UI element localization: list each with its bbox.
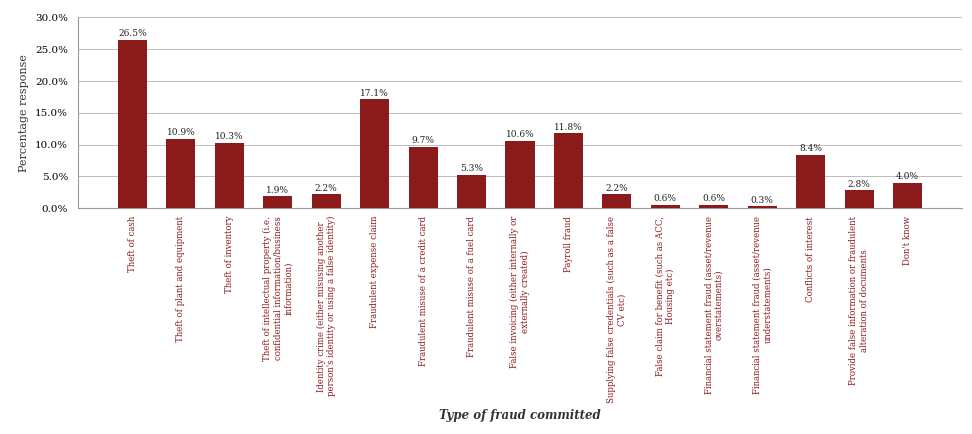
Text: 10.6%: 10.6% xyxy=(505,130,535,139)
Bar xyxy=(747,207,777,208)
Text: 17.1%: 17.1% xyxy=(361,89,389,98)
Bar xyxy=(457,174,486,208)
Text: 1.9%: 1.9% xyxy=(266,186,290,194)
Text: 10.9%: 10.9% xyxy=(166,128,195,137)
Bar xyxy=(118,39,147,208)
Bar xyxy=(215,143,244,208)
Bar xyxy=(845,191,874,208)
Bar xyxy=(699,204,728,208)
Text: 2.2%: 2.2% xyxy=(315,184,337,193)
Text: 0.3%: 0.3% xyxy=(750,196,774,205)
Bar xyxy=(263,196,293,208)
Bar xyxy=(651,204,679,208)
Y-axis label: Percentage response: Percentage response xyxy=(19,54,29,172)
Bar xyxy=(505,141,535,208)
Text: 9.7%: 9.7% xyxy=(411,136,434,145)
Text: 8.4%: 8.4% xyxy=(799,144,822,153)
Text: 2.2%: 2.2% xyxy=(606,184,628,193)
Bar xyxy=(166,139,195,208)
Bar xyxy=(603,194,632,208)
Bar xyxy=(408,147,437,208)
Bar xyxy=(893,183,922,208)
Text: 2.8%: 2.8% xyxy=(848,180,871,189)
Bar xyxy=(796,155,825,208)
Text: 0.6%: 0.6% xyxy=(703,194,725,203)
Bar xyxy=(554,133,583,208)
Bar xyxy=(361,99,389,208)
Text: 11.8%: 11.8% xyxy=(554,123,583,132)
Text: 4.0%: 4.0% xyxy=(896,172,920,181)
Text: 5.3%: 5.3% xyxy=(460,164,483,173)
Text: 0.6%: 0.6% xyxy=(654,194,677,203)
Text: 26.5%: 26.5% xyxy=(119,29,147,38)
Bar xyxy=(312,194,341,208)
Text: 10.3%: 10.3% xyxy=(215,132,244,141)
X-axis label: Type of fraud committed: Type of fraud committed xyxy=(439,409,601,422)
